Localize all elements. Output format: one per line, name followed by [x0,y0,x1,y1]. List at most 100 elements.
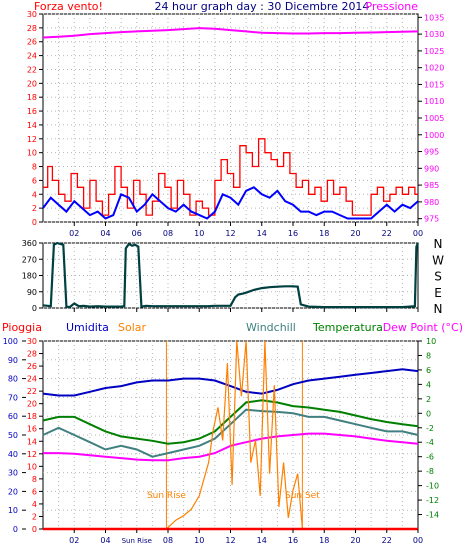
pressure-tick-label: 1010 [424,97,444,106]
graph-title: 24 hour graph day : 30 Dicembre 2014 [155,0,370,13]
rain-tick-label: 20 [27,400,37,409]
temperature-tick-label: 10 [426,337,436,346]
temperature-tick-label: 0 [426,409,431,418]
hour-tick-label: 20 [350,229,360,238]
hour-tick-label: 12 [225,536,235,545]
rain-tick-label: 18 [27,412,37,421]
wind-tick-label: 20 [27,79,37,88]
temperature-tick-label: 4 [426,380,431,389]
temperature-tick-label: -14 [426,511,439,520]
wind-tick-label: 28 [27,24,37,33]
legend-windchill: Windchill [246,321,296,334]
wind-tick-label: 6 [32,176,37,185]
pressure-tick-label: 980 [424,198,439,207]
windchill-line [42,408,419,458]
wind-title: Forza vento! [34,0,103,13]
pressure-tick-label: 995 [424,148,439,157]
temperature-tick-label: -4 [426,438,434,447]
temperature-tick-label: 8 [426,351,431,360]
rain-tick-label: 12 [27,450,37,459]
direction-tick-label: 0 [32,304,37,313]
rain-tick-label: 10 [27,462,37,471]
humidity-tick-label: 70 [8,393,18,402]
wind-tick-label: 4 [32,190,37,199]
temperature-tick-label: 2 [426,395,431,404]
humidity-tick-label: 30 [8,469,18,478]
direction-letter: N [434,302,443,316]
pressure-line [42,27,419,39]
humidity-line [42,368,419,397]
legend-dew-point: Dew Point (°C) [383,321,463,334]
grid-layer [43,13,418,530]
rain-tick-label: 16 [27,425,37,434]
hour-tick-label: 02 [69,536,79,545]
hour-tick-label: 10 [194,229,204,238]
legend-humidity: Umidita [66,321,109,334]
temperature-tick-label: -10 [426,482,439,491]
rain-tick-label: 4 [32,500,37,509]
temperature-tick-label: -12 [426,496,439,505]
hour-tick-label: 16 [288,229,298,238]
rain-tick-label: 8 [32,475,37,484]
axes-layer: 0246810121416182022242628309759809859909… [3,10,445,545]
pressure-tick-label: 1000 [424,131,444,140]
temperature-tick-label: -8 [426,467,434,476]
humidity-tick-label: 20 [8,487,18,496]
temperature-tick-label: 6 [426,366,431,375]
wind-tick-label: 24 [27,52,37,61]
hour-tick-label: 12 [225,229,235,238]
humidity-tick-label: 60 [8,412,18,421]
direction-tick-label: 90 [27,288,37,297]
sun-rise-label: Sun Rise [147,491,186,501]
humidity-tick-label: 90 [8,356,18,365]
direction-tick-label: 270 [22,255,37,264]
pressure-tick-label: 1015 [424,80,444,89]
direction-letter: S [434,270,442,284]
wind-tick-label: 18 [27,93,37,102]
hour-tick-label: 18 [319,536,329,545]
wind-tick-label: 12 [27,135,37,144]
rain-tick-label: 28 [27,350,37,359]
direction-letter: W [432,253,444,267]
legend-rain: Pioggia [2,321,42,334]
humidity-tick-label: 50 [8,431,18,440]
temperature-line [42,399,419,445]
pressure-tick-label: 1025 [424,47,444,56]
legend-solar: Solar [118,321,147,334]
hour-tick-label: 10 [194,536,204,545]
hour-tick-label: 08 [163,229,173,238]
pressure-tick-label: 1020 [424,64,444,73]
pressure-tick-label: 1035 [424,13,444,22]
rain-tick-label: 14 [27,437,37,446]
hour-tick-label: 22 [382,229,392,238]
legend-temperature: Temperatura [312,321,383,334]
direction-tick-label: 360 [22,239,37,248]
temperature-tick-label: -6 [426,453,434,462]
wind-tick-label: 30 [27,10,37,19]
pressure-title: Pressione [366,0,419,13]
sun-set-label: Sun Set [285,491,320,501]
hour-tick-label: 14 [257,536,267,545]
hour-tick-label: 22 [382,536,392,545]
pressure-tick-label: 985 [424,181,439,190]
hour-tick-label: 06 [132,229,142,238]
humidity-tick-label: 40 [8,450,18,459]
solar-line [43,340,418,530]
hour-tick-label: 20 [350,536,360,545]
direction-letter: E [434,286,442,300]
humidity-tick-label: 0 [13,525,18,534]
rain-tick-label: 26 [27,362,37,371]
rain-tick-label: 30 [27,337,37,346]
rain-tick-label: 0 [32,525,37,534]
pressure-tick-label: 1005 [424,114,444,123]
hour-tick-label: 04 [100,536,110,545]
rain-tick-label: 6 [32,487,37,496]
rain-tick-label: 22 [27,387,37,396]
wind-tick-label: 2 [32,204,37,213]
wind-tick-label: 10 [27,149,37,158]
wind-tick-label: 0 [32,218,37,227]
pressure-tick-label: 975 [424,215,439,224]
hour-tick-label: 16 [288,536,298,545]
hour-tick-label: 00 [413,536,423,545]
